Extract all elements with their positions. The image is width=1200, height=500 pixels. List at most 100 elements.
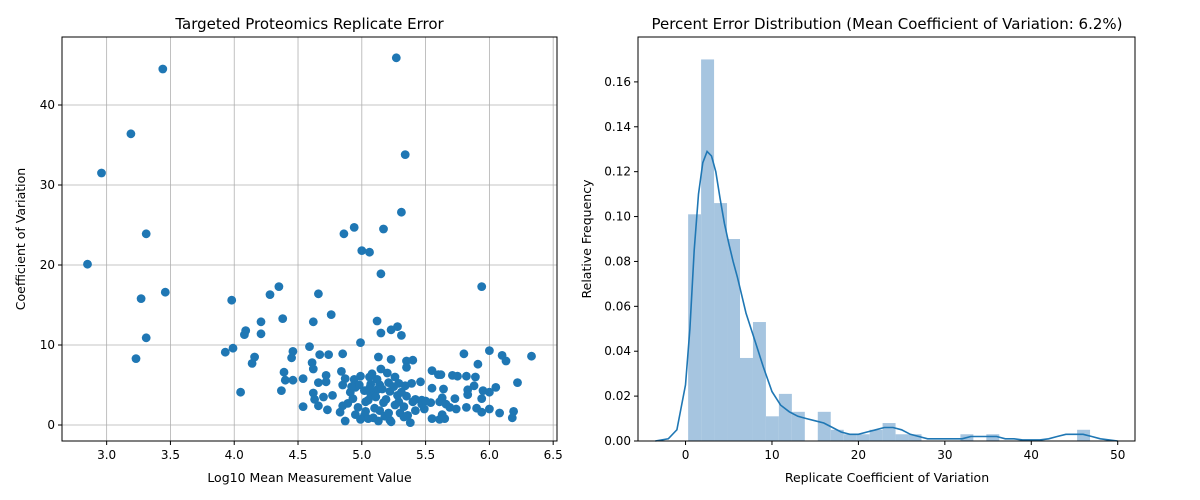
- scatter-point: [265, 290, 275, 299]
- scatter-point: [391, 53, 401, 63]
- scatter-x-axis-label: Log10 Mean Measurement Value: [207, 470, 412, 485]
- scatter-point: [321, 377, 331, 387]
- histogram-y-tick-label: 0.16: [604, 75, 631, 89]
- scatter-point: [491, 383, 501, 392]
- kde-density-curve: [655, 150, 1118, 442]
- scatter-point: [338, 349, 348, 359]
- scatter-point: [323, 405, 332, 415]
- histogram-bar: [727, 239, 740, 441]
- scatter-point: [354, 380, 364, 390]
- histogram-x-tick-label: 40: [1024, 448, 1039, 462]
- scatter-point: [158, 64, 168, 74]
- scatter-point: [328, 391, 337, 400]
- scatter-point: [379, 224, 388, 234]
- scatter-point: [136, 294, 146, 303]
- scatter-point: [400, 150, 410, 160]
- scatter-point: [390, 372, 400, 382]
- scatter-y-axis-label: Coefficient of Variation: [13, 168, 28, 310]
- scatter-x-tick-label: 4.0: [225, 448, 244, 462]
- scatter-point: [141, 229, 151, 239]
- histogram-bar: [869, 429, 883, 441]
- scatter-point: [462, 403, 471, 412]
- histogram-y-tick-label: 0.04: [604, 344, 631, 358]
- scatter-point: [376, 328, 386, 338]
- scatter-point: [240, 330, 249, 339]
- scatter-y-tick-label: 10: [40, 338, 55, 352]
- scatter-point: [126, 129, 136, 139]
- histogram-bar: [714, 203, 728, 441]
- histogram-y-tick-label: 0.00: [604, 434, 631, 448]
- scatter-point: [372, 375, 382, 384]
- scatter-point: [160, 287, 170, 297]
- scatter-point: [141, 333, 151, 343]
- scatter-point: [365, 247, 374, 257]
- scatter-point: [357, 246, 367, 256]
- scatter-y-ticks: 0 10 20 30 40: [40, 98, 62, 432]
- scatter-grid: [62, 37, 557, 441]
- scatter-point: [397, 207, 406, 217]
- scatter-point: [427, 383, 437, 393]
- scatter-point: [507, 413, 517, 423]
- scatter-x-tick-label: 6.5: [544, 448, 563, 462]
- histogram-bar: [688, 214, 702, 441]
- scatter-point: [319, 392, 328, 402]
- scatter-point: [280, 375, 290, 385]
- scatter-point: [298, 374, 308, 383]
- scatter-point: [315, 350, 325, 359]
- scatter-point: [377, 384, 387, 394]
- scatter-y-tick-label: 40: [40, 98, 55, 112]
- scatter-point: [471, 372, 480, 382]
- scatter-point: [402, 363, 411, 372]
- scatter-point: [278, 314, 288, 323]
- scatter-point: [389, 382, 399, 391]
- scatter-point: [83, 259, 92, 269]
- scatter-point: [256, 317, 266, 327]
- scatter-point: [405, 418, 415, 427]
- histogram-bar: [791, 411, 805, 441]
- scatter-point: [416, 377, 425, 387]
- histogram-x-tick-label: 20: [851, 448, 866, 462]
- scatter-point: [370, 403, 379, 413]
- histogram-bar: [856, 434, 870, 441]
- scatter-point: [326, 310, 336, 319]
- scatter-point: [314, 401, 323, 411]
- scatter-point: [339, 229, 349, 239]
- scatter-point: [427, 414, 437, 423]
- scatter-point: [485, 387, 494, 397]
- scatter-point: [384, 408, 393, 418]
- scatter-point: [382, 368, 392, 378]
- histogram-bar: [830, 429, 844, 441]
- scatter-points: [83, 53, 536, 427]
- scatter-point: [335, 407, 345, 417]
- scatter-x-tick-label: 5.5: [416, 448, 435, 462]
- scatter-point: [411, 406, 420, 415]
- histogram-y-tick-label: 0.08: [604, 254, 631, 268]
- histogram-y-axis-label: Relative Frequency: [579, 179, 594, 299]
- scatter-point: [308, 317, 318, 327]
- scatter-point: [469, 381, 479, 391]
- histogram-bar: [908, 434, 922, 441]
- histogram-bar: [817, 411, 831, 441]
- scatter-point: [513, 378, 522, 387]
- scatter-x-tick-label: 4.5: [288, 448, 307, 462]
- scatter-point: [403, 411, 413, 420]
- scatter-point: [374, 352, 383, 362]
- histogram-x-tick-label: 10: [764, 448, 779, 462]
- scatter-point: [367, 369, 377, 379]
- scatter-point: [97, 168, 106, 178]
- scatter-point: [365, 383, 374, 393]
- histogram-y-tick-label: 0.10: [604, 210, 631, 224]
- scatter-point: [427, 366, 437, 375]
- scatter-point: [397, 387, 406, 397]
- histogram-plot-frame: [637, 36, 1136, 442]
- scatter-point: [399, 402, 409, 411]
- histogram-y-tick-label: 0.14: [604, 120, 631, 134]
- histogram-bar: [778, 393, 792, 441]
- scatter-point: [308, 364, 318, 374]
- histogram-bar: [1077, 429, 1091, 441]
- scatter-point: [340, 416, 350, 426]
- scatter-x-tick-label: 5.0: [352, 448, 371, 462]
- scatter-point: [463, 390, 473, 399]
